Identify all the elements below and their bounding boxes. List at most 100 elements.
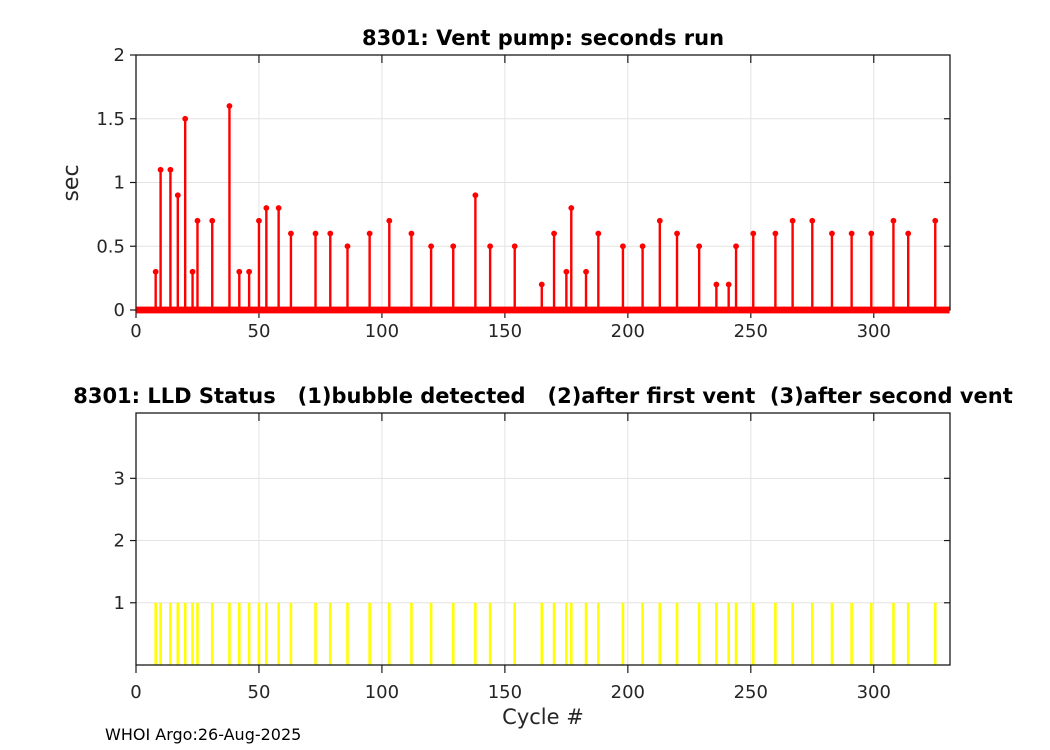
x-tick-label: 0 [130,682,141,703]
x-tick-label: 50 [248,321,271,342]
stem-marker [174,192,181,199]
status-bar [176,602,180,665]
status-bar [870,602,873,665]
status-bar [183,602,187,665]
stem-marker [152,268,159,275]
status-bar [474,602,477,665]
stem-marker [226,103,233,109]
x-tick-label: 300 [857,321,891,342]
lld-status-subplot: 0 50 100 150 200 250 300 1 2 3 8301: LLD Status (… [73,384,1013,729]
stem-marker [809,217,816,224]
status-bar [675,602,679,665]
stem-marker [568,205,575,211]
stem-marker [932,217,939,224]
x-tick-label: 250 [734,682,768,703]
status-bar [597,602,600,665]
y-tick-label: 1 [114,173,125,194]
y-tick-label: 3 [114,468,125,489]
status-bar [451,602,455,665]
y-tick-label: 0 [114,300,125,321]
stem-marker [674,230,680,237]
status-bar [410,602,413,665]
x-tick-label: 200 [611,321,645,342]
stem-marker [209,217,216,224]
status-bar [791,602,794,665]
x-tick-label: 100 [365,682,399,703]
status-bar [569,602,573,665]
stem-marker [639,243,646,250]
status-bar [328,602,332,665]
status-bar [621,602,625,665]
stem-marker [366,230,373,237]
y-tick-label: 0.5 [96,236,125,257]
status-bar [277,602,280,665]
status-bar [751,602,755,665]
status-bar [154,602,157,665]
status-bar [697,602,701,665]
status-bar [850,602,853,665]
stem-marker [789,217,796,224]
status-bar [387,602,391,665]
status-bar [892,602,895,665]
stem-marker [236,268,243,275]
vent-pump-title: 8301: Vent pump: seconds run [362,26,724,50]
status-bar [933,602,937,665]
x-tick-label: 0 [130,321,141,342]
stem-marker [868,230,875,237]
stem-marker [167,166,174,173]
stem-marker [189,268,196,275]
status-bar [346,602,349,665]
stem-marker [428,243,435,250]
status-bar [906,602,910,665]
stem-marker [733,243,739,250]
status-bar [228,602,231,665]
stem-marker [275,205,282,211]
lld-status-title: 8301: LLD Status (1)bubble detected (2)a… [73,384,1013,408]
x-tick-label: 250 [734,321,768,342]
x-tick-label: 100 [365,321,399,342]
status-bar [734,602,738,665]
status-bar [429,602,433,665]
status-bar [584,602,588,665]
x-tick-label: 150 [488,321,522,342]
vent-pump-plot-area: 0 50 100 150 200 250 300 0 0.5 1 1.5 2 [96,45,951,342]
status-bar [727,602,730,665]
stem-marker [256,217,262,224]
status-bar [830,602,834,665]
stem-marker [538,281,545,288]
stem-marker [288,230,294,237]
status-bar [513,602,517,665]
status-bar [565,602,568,665]
status-bar [641,602,644,665]
stem-marker [312,230,319,237]
vent-pump-subplot: 0 50 100 150 200 250 300 0 0.5 1 1.5 2 8301: Vent p… [59,26,951,342]
status-bar [368,602,371,665]
stem-marker [344,243,351,250]
whoi-argo-watermark: WHOI Argo:26-Aug-2025 [105,725,301,744]
stem-marker [182,115,189,122]
status-bar [210,602,214,665]
stem-baseline [136,306,950,314]
stem-marker [848,230,855,237]
status-bar [774,602,777,665]
stem-marker [772,230,779,237]
stem-marker [829,230,835,237]
stem-marker [511,243,518,250]
stem-marker [656,217,663,224]
stem-marker [696,243,703,250]
stem-marker [620,243,626,250]
status-bar [810,602,814,665]
stem-marker [713,281,720,288]
stem-marker [263,205,270,211]
status-bar [658,602,662,665]
stem-marker [583,268,589,275]
stem-marker [551,230,557,237]
status-bar [196,602,199,665]
status-bar [265,602,268,665]
status-bar [257,602,261,665]
stem-marker [890,217,897,224]
stem-marker [246,268,253,275]
status-bar [247,602,251,665]
status-bar [169,602,172,665]
stem-marker [725,281,732,288]
